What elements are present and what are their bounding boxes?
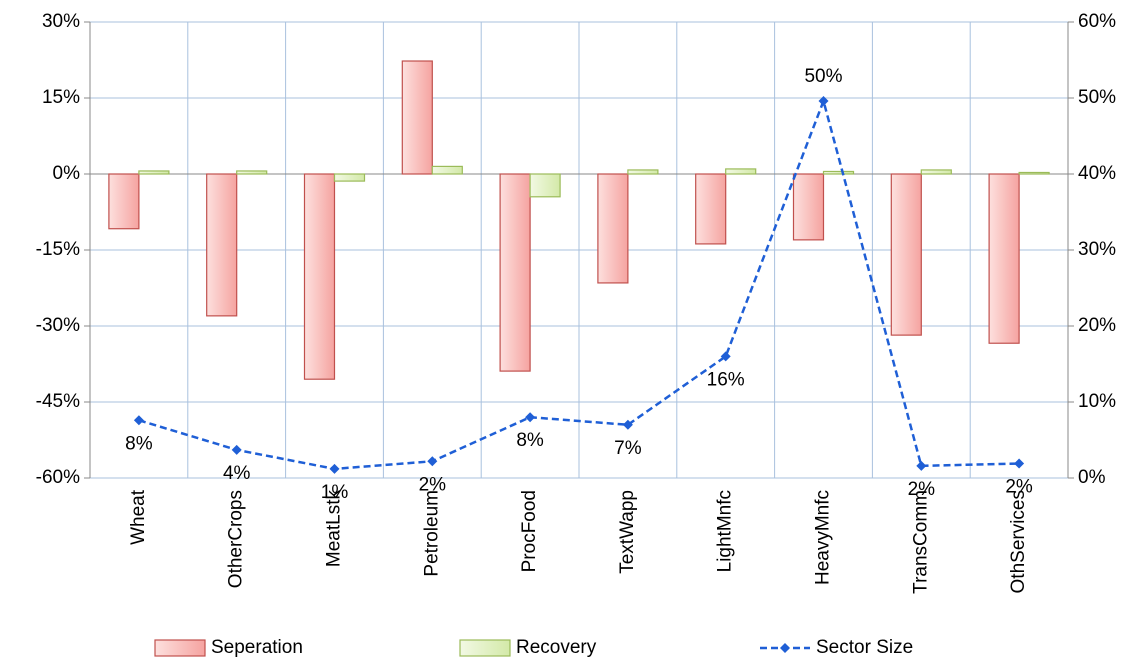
x-tick-label: HeavyMnfc — [813, 490, 834, 585]
x-tick-label: TransComm — [910, 490, 931, 594]
y-tick-label: -15% — [36, 239, 80, 260]
bar — [138, 170, 170, 175]
legend-marker — [780, 643, 790, 653]
line-marker — [818, 96, 829, 107]
bar — [988, 173, 1020, 344]
bar — [695, 173, 727, 245]
line-marker — [427, 456, 438, 467]
data-label: 4% — [223, 463, 251, 484]
line-marker — [231, 444, 242, 455]
x-tick-label: LightMnfc — [715, 490, 736, 572]
data-label: 7% — [614, 438, 642, 459]
y2-tick-label: 50% — [1078, 87, 1116, 108]
legend-label: Recovery — [516, 637, 597, 658]
legend-label: Sector Size — [816, 637, 913, 658]
bar — [333, 173, 366, 182]
x-tick-label: Wheat — [128, 489, 149, 545]
y2-tick-label: 10% — [1078, 391, 1116, 412]
line-marker — [133, 415, 144, 426]
line-marker — [525, 412, 536, 423]
x-tick-label: ProcFood — [519, 490, 540, 572]
x-tick-label: OthServices — [1008, 490, 1029, 593]
line-marker — [329, 463, 340, 474]
x-tick-label: OtherCrops — [226, 490, 247, 588]
bar — [236, 170, 268, 175]
x-tick-label: Petroleum — [421, 490, 442, 577]
y2-tick-label: 20% — [1078, 315, 1116, 336]
y2-tick-label: 60% — [1078, 11, 1116, 32]
line-marker — [1014, 458, 1025, 469]
bar — [431, 165, 463, 175]
y-tick-label: 15% — [42, 87, 80, 108]
bar — [108, 173, 140, 230]
data-label: 8% — [125, 433, 153, 454]
y-tick-label: -45% — [36, 391, 80, 412]
x-tick-label: TextWapp — [617, 490, 638, 574]
legend-label: Seperation — [211, 637, 303, 658]
y2-tick-label: 40% — [1078, 163, 1116, 184]
y-tick-label: -60% — [36, 467, 80, 488]
data-label: 2% — [419, 474, 447, 495]
bar — [920, 169, 952, 175]
line-marker — [916, 460, 927, 471]
data-label: 8% — [516, 430, 544, 451]
line — [138, 96, 1020, 471]
y-tick-label: -30% — [36, 315, 80, 336]
data-label: 2% — [1005, 477, 1033, 498]
data-label: 16% — [707, 369, 745, 390]
bar — [1018, 171, 1050, 175]
bar — [792, 173, 825, 241]
bar — [627, 169, 659, 175]
x-tick-label: MeatLstk — [324, 490, 345, 568]
bar — [890, 173, 922, 336]
data-label: 2% — [908, 479, 936, 500]
data-label: 1% — [321, 482, 349, 503]
bar — [529, 173, 561, 198]
bar — [822, 170, 855, 175]
bar — [725, 168, 757, 175]
bar — [401, 60, 433, 175]
y-tick-label: 0% — [53, 163, 81, 184]
legend-swatch — [154, 639, 206, 657]
line-marker — [720, 351, 731, 362]
data-label: 50% — [804, 66, 842, 87]
y2-tick-label: 0% — [1078, 467, 1106, 488]
bar — [597, 173, 629, 284]
bar — [303, 173, 336, 380]
y-tick-label: 30% — [42, 11, 80, 32]
bar — [499, 173, 531, 372]
bar — [206, 173, 238, 317]
line-marker — [622, 419, 633, 430]
legend-swatch — [459, 639, 511, 657]
y2-tick-label: 30% — [1078, 239, 1116, 260]
